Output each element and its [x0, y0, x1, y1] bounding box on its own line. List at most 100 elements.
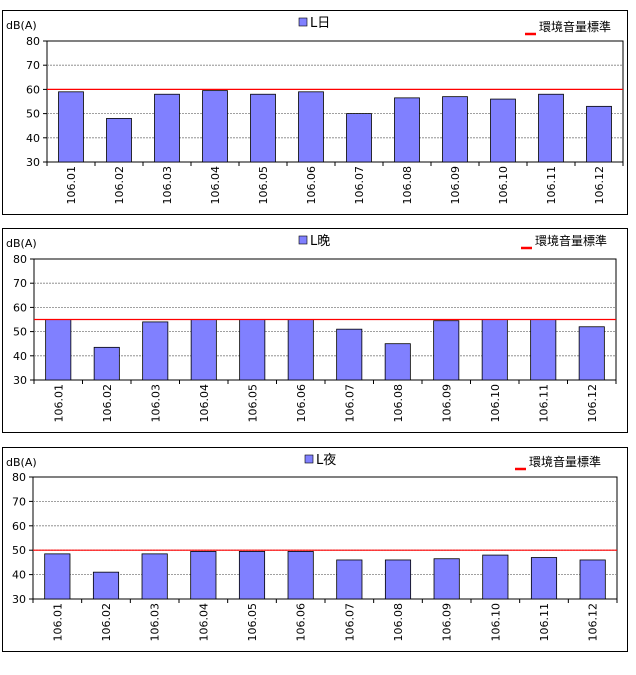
x-tick-label: 106.06 [305, 166, 318, 205]
bar [442, 96, 468, 163]
bar [154, 93, 180, 163]
plot-area [32, 476, 618, 600]
bar [202, 90, 228, 163]
chart-night-svg: dB(A) L夜 環境音量標準 30 40 50 60 70 80 106.01 106.02 106… [6, 453, 618, 642]
bar [190, 551, 217, 600]
bar [44, 553, 71, 600]
bar [298, 91, 324, 163]
y-tick-label: 80 [12, 471, 26, 484]
bar [336, 559, 363, 600]
x-tick-label: 106.03 [149, 384, 162, 423]
bar [579, 559, 606, 600]
x-tick-label: 106.05 [246, 603, 259, 642]
bar [250, 93, 276, 163]
legend-swatch [304, 454, 314, 464]
x-tick-label: 106.07 [343, 384, 356, 423]
x-tick-label: 106.07 [353, 166, 366, 205]
bar [384, 559, 412, 600]
x-tick-label: 106.06 [295, 603, 308, 642]
x-tick-label: 106.04 [209, 166, 222, 205]
chart-panel-evening: dB(A) L晚 環境音量標準 30 40 50 60 70 80 106.01 106.02 106… [2, 228, 628, 433]
bar [336, 328, 363, 381]
x-tick-label: 106.12 [593, 166, 606, 205]
chart-panel-night: dB(A) L夜 環境音量標準 30 40 50 60 70 80 106.01 106.02 106… [2, 447, 628, 652]
x-tick-label: 106.10 [489, 384, 502, 423]
x-tick-label: 106.01 [65, 166, 78, 205]
bar [190, 319, 217, 381]
x-tick-label: 106.09 [449, 166, 462, 205]
x-tick-label: 106.04 [198, 384, 211, 423]
x-tick-label: 106.12 [586, 384, 599, 423]
y-axis-label: dB(A) [6, 237, 37, 250]
bar [92, 571, 120, 600]
x-tick-label: 106.02 [101, 384, 114, 423]
x-tick-label: 106.02 [113, 166, 126, 205]
bar [481, 319, 508, 381]
bar [433, 320, 460, 381]
x-tick-label: 106.03 [149, 603, 162, 642]
y-tick-label: 80 [26, 35, 40, 48]
x-tick-label: 106.05 [257, 166, 270, 205]
x-tick-label: 106.01 [52, 384, 65, 423]
x-tick-label: 106.12 [587, 603, 600, 642]
y-axis-label: dB(A) [6, 19, 37, 32]
x-tick-label: 106.07 [343, 603, 356, 642]
bar [58, 91, 84, 163]
bar [538, 93, 564, 163]
x-tick-label: 106.10 [489, 603, 502, 642]
x-tick-label: 106.11 [538, 603, 551, 642]
x-tick-label: 106.01 [51, 603, 64, 642]
y-tick-label: 70 [26, 59, 40, 72]
bar [93, 346, 120, 381]
bar [45, 319, 72, 381]
x-tick-label: 106.05 [246, 384, 259, 423]
legend-series-label: L晚 [310, 234, 330, 249]
bar [346, 113, 372, 163]
bar [141, 553, 168, 600]
x-tick-label: 106.02 [100, 603, 113, 642]
bar [530, 319, 557, 381]
x-tick-label: 106.06 [295, 384, 308, 423]
x-tick-label: 106.10 [497, 166, 510, 205]
legend-standard-label: 環境音量標準 [535, 233, 607, 248]
y-axis-label: dB(A) [6, 456, 37, 469]
x-tick-label: 106.09 [441, 603, 454, 642]
y-tick-label: 50 [12, 544, 26, 557]
bar [586, 105, 612, 163]
chart-day-svg: dB(A) L日 環境音量標準 30 40 50 60 70 80 106.01 106.02 106… [6, 16, 624, 205]
legend-swatch [298, 17, 308, 27]
bar [239, 319, 266, 381]
bar [142, 321, 169, 381]
y-tick-label: 40 [13, 350, 27, 363]
bar [287, 319, 314, 381]
legend-standard-label: 環境音量標準 [529, 454, 601, 469]
bar [238, 551, 266, 600]
bar [384, 343, 411, 381]
x-tick-label: 106.08 [392, 603, 405, 642]
y-tick-label: 30 [26, 156, 40, 169]
y-tick-label: 50 [26, 108, 40, 121]
x-tick-label: 106.03 [161, 166, 174, 205]
y-tick-label: 60 [13, 301, 27, 314]
y-tick-label: 40 [26, 132, 40, 145]
x-tick-label: 106.04 [197, 603, 210, 642]
y-tick-label: 40 [12, 569, 26, 582]
x-tick-label: 106.09 [440, 384, 453, 423]
bar [490, 98, 516, 163]
y-tick-label: 30 [12, 593, 26, 606]
bar [433, 558, 460, 600]
chart-evening-svg: dB(A) L晚 環境音量標準 30 40 50 60 70 80 106.01 106.02 106… [6, 233, 617, 423]
chart-panel-day: dB(A) L日 環境音量標準 30 40 50 60 70 80 106.01 106.02 106… [2, 10, 628, 215]
y-tick-label: 60 [26, 83, 40, 96]
y-tick-label: 30 [13, 374, 27, 387]
legend-standard-label: 環境音量標準 [539, 19, 611, 34]
y-tick-label: 50 [13, 326, 27, 339]
y-tick-label: 60 [12, 520, 26, 533]
x-tick-label: 106.08 [392, 384, 405, 423]
y-tick-label: 70 [12, 495, 26, 508]
bar [287, 551, 314, 600]
plot-area [46, 40, 624, 163]
x-tick-label: 106.11 [537, 384, 550, 423]
bar [106, 118, 132, 163]
bar [394, 97, 420, 163]
